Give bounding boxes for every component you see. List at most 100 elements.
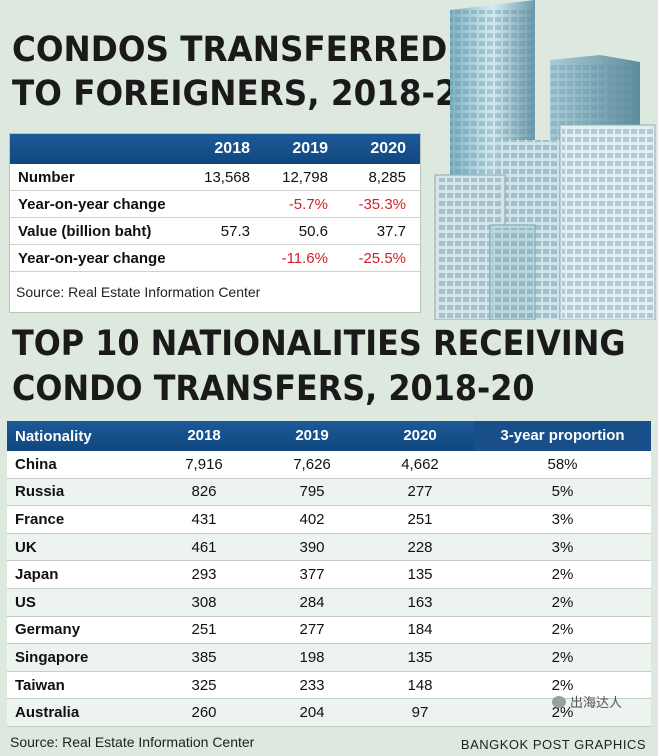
table-row: Taiwan 325 233 148 2% [7, 671, 651, 700]
graphics-credit: BANGKOK POST GRAPHICS [460, 737, 646, 752]
nationality-cell: Australia [15, 704, 80, 722]
title2-line2: CONDO TRANSFERS, 2018-20 [12, 369, 535, 409]
summary-table-header: 2018 2019 2020 [10, 134, 420, 164]
nationality-cell: Japan [15, 566, 59, 584]
watermark-text: 出海达人 [570, 695, 623, 710]
value-cell: 135 [407, 566, 433, 584]
value-cell: 228 [407, 538, 433, 556]
title1-line1: CONDOS TRANSFERRED [12, 30, 448, 70]
value-cell: 4,662 [401, 455, 439, 473]
city-buildings-icon [434, 0, 656, 320]
wechat-icon [552, 695, 566, 708]
row-label: Value (billion baht) [18, 222, 152, 240]
table-row: France 431 402 251 3% [7, 506, 651, 534]
column-header: 2019 [295, 427, 329, 444]
value-cell: 97 [411, 704, 429, 722]
value-cell: 377 [299, 566, 325, 584]
value-cell: 251 [407, 510, 433, 528]
value-cell: 260 [191, 704, 217, 722]
column-header: 2020 [403, 427, 437, 444]
value-cell: 135 [407, 648, 433, 666]
value-cell: 148 [407, 676, 433, 694]
table-row: Singapore 385 198 135 2% [7, 644, 651, 672]
row-label: Number [18, 168, 75, 186]
column-header: 2018 [187, 427, 221, 444]
value-cell: 58% [547, 455, 578, 473]
table-row: UK 461 390 228 3% [7, 533, 651, 562]
title2-line1: TOP 10 NATIONALITIES RECEIVING [12, 324, 626, 364]
summary-header-year: 2019 [292, 140, 328, 157]
nationality-cell: China [15, 455, 57, 473]
value-cell: 5% [551, 483, 574, 501]
table-row: China 7,916 7,626 4,662 58% [7, 451, 651, 479]
cell: 57.3 [220, 222, 250, 240]
value-cell: 2% [551, 676, 574, 694]
value-cell: 390 [299, 538, 325, 556]
table-row: US 308 284 163 2% [7, 588, 651, 617]
table-source: Source: Real Estate Information Center [10, 734, 255, 750]
value-cell: 325 [191, 676, 217, 694]
summary-row-yoy-value: Year-on-year change -11.6% -25.5% [10, 245, 420, 272]
watermark: 出海达人 [552, 692, 622, 711]
value-cell: 826 [191, 483, 217, 501]
summary-row-number: Number 13,568 12,798 8,285 [10, 164, 420, 191]
value-cell: 184 [407, 621, 433, 639]
cell: -35.3% [358, 195, 406, 213]
nationality-cell: France [15, 510, 65, 528]
title1-line2: TO FOREIGNERS, 2018-20 [12, 74, 481, 114]
summary-row-yoy-number: Year-on-year change -5.7% -35.3% [10, 191, 420, 218]
value-cell: 795 [299, 483, 325, 501]
value-cell: 277 [407, 483, 433, 501]
value-cell: 204 [299, 704, 325, 722]
value-cell: 461 [191, 538, 217, 556]
table-row: Australia 260 204 97 2% [7, 699, 651, 727]
summary-header-year: 2018 [214, 140, 250, 157]
cell: 13,568 [204, 168, 250, 186]
table-row: Russia 826 795 277 5% [7, 478, 651, 507]
value-cell: 2% [551, 648, 574, 666]
value-cell: 7,626 [293, 455, 331, 473]
nationality-cell: UK [15, 538, 37, 556]
value-cell: 198 [299, 648, 325, 666]
cell: 37.7 [376, 222, 406, 240]
table-row: Germany 251 277 184 2% [7, 616, 651, 645]
title-condos-transferred: CONDOS TRANSFERRED TO FOREIGNERS, 2018-2… [12, 28, 481, 116]
value-cell: 163 [407, 593, 433, 611]
value-cell: 3% [551, 538, 574, 556]
value-cell: 2% [551, 704, 574, 722]
cell: -5.7% [288, 195, 328, 213]
value-cell: 2% [551, 566, 574, 584]
title-top-nationalities: TOP 10 NATIONALITIES RECEIVING CONDO TRA… [12, 322, 652, 412]
value-cell: 2% [551, 621, 574, 639]
nationality-cell: Singapore [15, 648, 89, 666]
cell: 50.6 [298, 222, 328, 240]
row-label: Year-on-year change [18, 249, 166, 267]
row-label: Year-on-year change [18, 195, 166, 213]
value-cell: 385 [191, 648, 217, 666]
value-cell: 3% [551, 510, 574, 528]
summary-row-value: Value (billion baht) 57.3 50.6 37.7 [10, 218, 420, 245]
table-row: Japan 293 377 135 2% [7, 561, 651, 589]
summary-table: 2018 2019 2020 Number 13,568 12,798 8,28… [9, 133, 421, 313]
nationality-cell: US [15, 593, 36, 611]
nationalities-table-header: Nationality 2018 2019 2020 3-year propor… [7, 421, 651, 451]
cell: -25.5% [358, 249, 406, 267]
nationality-cell: Taiwan [15, 676, 65, 694]
value-cell: 233 [299, 676, 325, 694]
value-cell: 308 [191, 593, 217, 611]
value-cell: 277 [299, 621, 325, 639]
value-cell: 431 [191, 510, 217, 528]
summary-source: Source: Real Estate Information Center [16, 284, 261, 300]
value-cell: 2% [551, 593, 574, 611]
nationalities-table: Nationality 2018 2019 2020 3-year propor… [7, 421, 651, 727]
column-header: 3-year proportion [474, 421, 651, 451]
value-cell: 293 [191, 566, 217, 584]
value-cell: 7,916 [185, 455, 223, 473]
value-cell: 251 [191, 621, 217, 639]
summary-header-year: 2020 [370, 140, 406, 157]
nationality-cell: Russia [15, 483, 65, 501]
cell: -11.6% [281, 249, 328, 267]
nationality-cell: Germany [15, 621, 81, 639]
nationalities-table-body: China 7,916 7,626 4,662 58% Russia 826 795 277 5%… [7, 451, 651, 727]
column-header: Nationality [15, 427, 92, 445]
